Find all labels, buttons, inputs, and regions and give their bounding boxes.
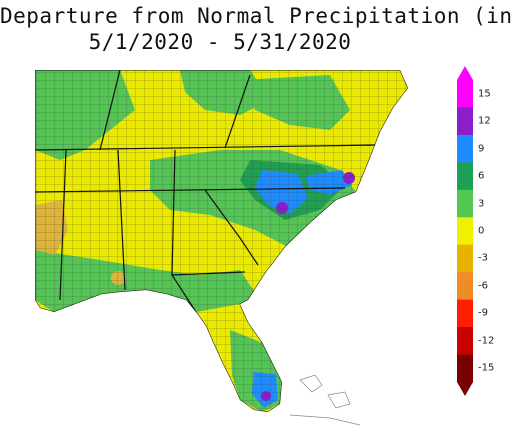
color-scale-legend bbox=[457, 66, 473, 396]
legend-tick-label: -6 bbox=[478, 280, 488, 292]
map-title-line-2: 5/1/2020 - 5/31/2020 bbox=[88, 30, 352, 54]
legend-band bbox=[457, 80, 473, 108]
legend-tick-label: -9 bbox=[478, 307, 488, 319]
coastline bbox=[35, 70, 408, 412]
legend-tick-label: 6 bbox=[478, 170, 485, 182]
legend-tick-label: 9 bbox=[478, 143, 485, 155]
legend-tick-label: 15 bbox=[478, 88, 491, 100]
legend-color-bands bbox=[457, 80, 473, 383]
legend-band bbox=[457, 299, 473, 328]
legend-band bbox=[457, 162, 473, 191]
legend-band bbox=[457, 354, 473, 383]
legend-tick-label: -15 bbox=[478, 362, 495, 374]
legend-tick-label: -12 bbox=[478, 335, 495, 347]
state-borders bbox=[35, 70, 381, 313]
legend-bottom-arrow bbox=[457, 382, 473, 396]
legend-tick-label: 3 bbox=[478, 198, 485, 210]
legend-band bbox=[457, 244, 473, 273]
legend-tick-label: -3 bbox=[478, 252, 488, 264]
legend-band bbox=[457, 327, 473, 356]
legend-band bbox=[457, 272, 473, 301]
legend-top-arrow bbox=[457, 66, 473, 80]
legend-band bbox=[457, 107, 473, 136]
island-outlines bbox=[289, 374, 361, 426]
county-lines bbox=[35, 70, 408, 412]
legend-tick-label: 12 bbox=[478, 115, 491, 127]
map-title-line-1: Departure from Normal Precipitation (in) bbox=[0, 4, 512, 28]
legend-band bbox=[457, 217, 473, 246]
legend-tick-label: 0 bbox=[478, 225, 485, 237]
legend-band bbox=[457, 134, 473, 163]
legend-band bbox=[457, 189, 473, 218]
